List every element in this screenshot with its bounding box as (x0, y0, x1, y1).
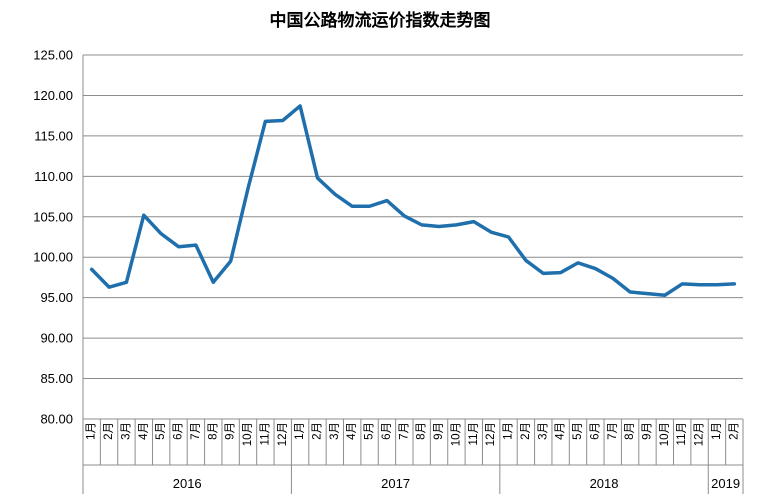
year-label: 2018 (590, 476, 619, 491)
x-tick-label: 12月 (277, 422, 289, 446)
year-label: 2017 (381, 476, 410, 491)
x-tick-label: 10月 (659, 422, 671, 446)
x-tick-label: 8月 (624, 422, 636, 440)
y-tick-label: 120.00 (33, 88, 73, 103)
y-tick-label: 125.00 (33, 48, 73, 63)
x-tick-label: 6月 (173, 422, 185, 440)
x-tick-label: 4月 (138, 422, 150, 440)
x-tick-label: 7月 (398, 422, 410, 440)
x-tick-label: 1月 (711, 422, 723, 440)
x-tick-label: 9月 (433, 422, 445, 440)
x-tick-label: 11月 (468, 422, 480, 445)
x-tick-label: 1月 (86, 422, 98, 440)
series-line (89, 104, 737, 297)
x-tick-label: 12月 (485, 422, 497, 446)
x-tick-label: 8月 (416, 422, 428, 440)
x-tick-label: 2月 (520, 422, 532, 440)
x-tick-label: 7月 (607, 422, 619, 440)
x-tick-label: 2月 (312, 422, 324, 440)
x-tick-label: 3月 (537, 422, 549, 440)
y-tick-label: 85.00 (40, 371, 73, 386)
y-tick-label: 105.00 (33, 209, 73, 224)
x-tick-label: 4月 (555, 422, 567, 440)
y-axis-ticks: 80.00 85.00 90.00 95.00 100.00 105.00 110.00 11… (33, 48, 73, 427)
x-tick-label: 6月 (589, 422, 601, 440)
gridlines (82, 54, 743, 465)
x-tick-label: 11月 (676, 422, 688, 445)
series-layer (89, 104, 737, 297)
y-tick-label: 95.00 (40, 290, 73, 305)
x-tick-label: 10月 (450, 422, 462, 446)
x-axis-ticks: 1月 2月 3月 4月 5月 6月 7月 8月 9月 10月 11月 12月 1月 2月 3月 4月 5月 6月 7… (86, 422, 741, 446)
y-tick-label: 115.00 (34, 128, 73, 143)
y-tick-label: 100.00 (33, 250, 73, 265)
x-tick-label: 8月 (207, 422, 219, 440)
x-tick-label: 5月 (364, 422, 376, 440)
x-tick-label: 1月 (294, 422, 306, 440)
x-tick-label: 3月 (120, 422, 132, 440)
x-tick-label: 10月 (242, 422, 254, 446)
year-label: 2016 (173, 476, 202, 491)
x-tick-label: 2月 (728, 422, 740, 440)
x-tick-label: 1月 (503, 422, 515, 440)
x-tick-label: 9月 (642, 422, 654, 440)
x-tick-label: 12月 (694, 422, 706, 446)
y-tick-label: 80.00 (40, 412, 73, 427)
x-tick-label: 3月 (329, 422, 341, 440)
y-tick-label: 90.00 (40, 331, 73, 346)
x-tick-label: 9月 (225, 422, 237, 440)
x-tick-label: 5月 (572, 422, 584, 440)
x-tick-label: 6月 (381, 422, 393, 440)
x-axis-years: 2016 2017 2018 2019 (82, 465, 744, 494)
x-axis-grid (82, 419, 744, 466)
x-tick-label: 5月 (155, 422, 167, 440)
x-tick-label: 2月 (103, 422, 115, 440)
year-label: 2019 (711, 476, 740, 491)
chart-title: 中国公路物流运价指数走势图 (270, 10, 491, 31)
y-tick-label: 110.00 (34, 169, 73, 184)
x-tick-label: 11月 (259, 422, 271, 445)
x-tick-label: 7月 (190, 422, 202, 440)
x-tick-label: 4月 (346, 422, 358, 440)
